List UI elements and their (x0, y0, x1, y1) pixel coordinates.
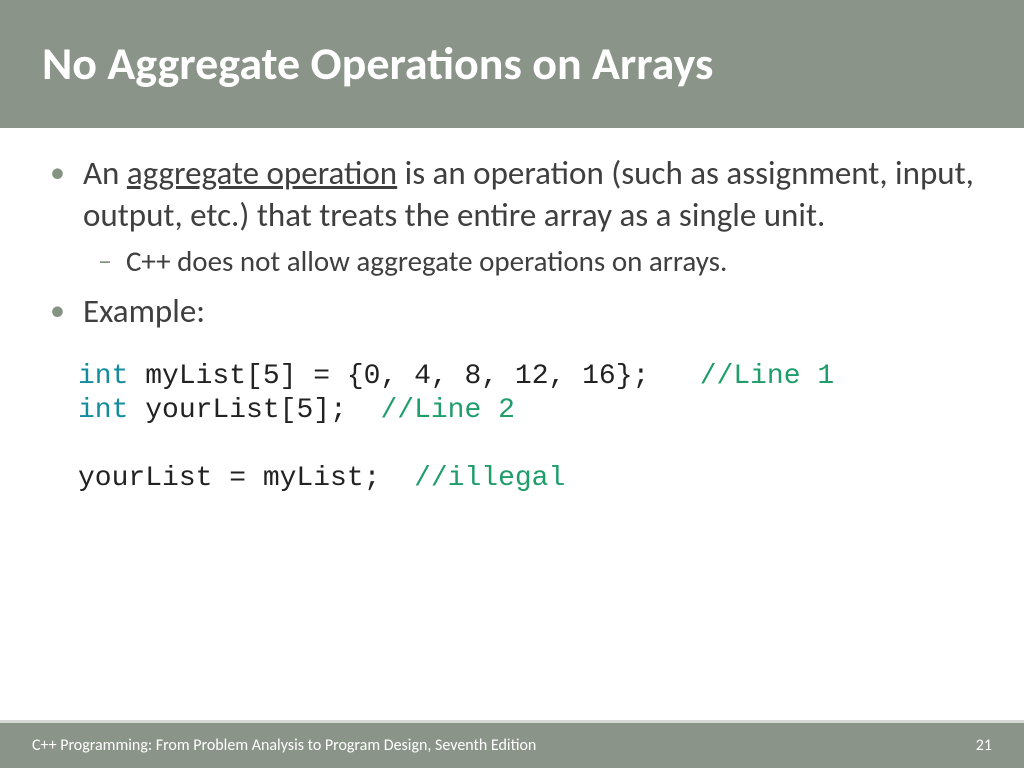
bullet-text: An aggregate operation is an operation (… (83, 152, 974, 236)
code-keyword: int (78, 395, 128, 426)
slide-content: • An aggregate operation is an operation… (0, 128, 1024, 496)
code-text: yourList = myList; (78, 463, 414, 494)
code-example: int myList[5] = {0, 4, 8, 12, 16}; //Lin… (78, 360, 974, 496)
slide-footer: C++ Programming: From Problem Analysis t… (0, 720, 1024, 768)
code-comment: //Line 1 (700, 361, 834, 392)
code-text: myList[5] = {0, 4, 8, 12, 16}; (128, 361, 699, 392)
code-text: yourList[5]; (128, 395, 380, 426)
underlined-term: aggregate operation (127, 153, 397, 193)
sub-bullet-text: C++ does not allow aggregate operations … (126, 242, 727, 280)
bullet-dot-icon: • (50, 290, 65, 332)
bullet-item: • An aggregate operation is an operation… (50, 152, 974, 236)
code-comment: //Line 2 (380, 395, 514, 426)
code-keyword: int (78, 361, 128, 392)
bullet-dot-icon: • (50, 152, 65, 194)
sub-bullet-item: – C++ does not allow aggregate operation… (98, 242, 974, 280)
footer-book-title: C++ Programming: From Problem Analysis t… (32, 736, 536, 755)
slide-title: No Aggregate Operations on Arrays (42, 36, 713, 92)
title-bar: No Aggregate Operations on Arrays (0, 0, 1024, 128)
code-comment: //illegal (414, 463, 565, 494)
bullet-item: • Example: (50, 290, 974, 332)
dash-icon: – (98, 242, 112, 280)
bullet-text: Example: (83, 290, 205, 332)
text-frag: An (83, 153, 127, 193)
footer-page-number: 21 (976, 736, 992, 755)
